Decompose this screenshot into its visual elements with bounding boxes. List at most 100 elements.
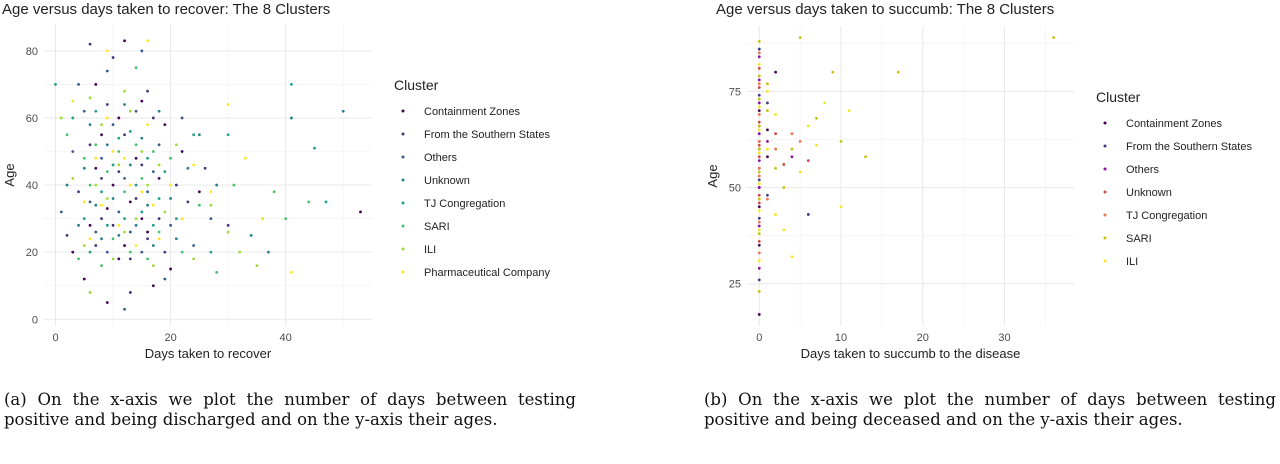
data-point [128, 129, 132, 133]
data-point [203, 166, 207, 170]
data-point [94, 166, 98, 170]
data-point [766, 155, 769, 159]
data-point [174, 217, 178, 221]
data-point [157, 176, 161, 180]
chart-title: Age versus days taken to recover: The 8 … [2, 1, 330, 18]
data-point [151, 170, 155, 174]
data-point [896, 70, 900, 74]
data-point [163, 170, 167, 174]
data-point [757, 109, 761, 113]
data-point [757, 82, 761, 86]
data-point [71, 176, 75, 180]
data-point [766, 139, 769, 143]
data-point [766, 147, 769, 151]
legend-key [1103, 236, 1107, 240]
data-point [140, 99, 144, 103]
data-point [249, 234, 253, 237]
data-point [290, 270, 293, 274]
data-point [59, 116, 63, 120]
data-point [806, 124, 810, 128]
data-point [823, 101, 827, 105]
data-point [100, 203, 103, 207]
data-point [798, 170, 802, 174]
data-point [180, 250, 184, 254]
data-point [117, 223, 121, 227]
data-point [151, 150, 155, 153]
data-point [806, 159, 810, 163]
legend-key [1103, 121, 1107, 125]
data-point [757, 266, 761, 270]
data-point [757, 170, 761, 174]
data-point [290, 116, 293, 120]
data-point [757, 224, 761, 228]
data-point [766, 82, 769, 86]
data-point [140, 136, 144, 140]
data-point [123, 230, 126, 234]
data-point [123, 190, 126, 194]
data-point [766, 193, 769, 197]
data-point [766, 197, 769, 201]
data-point [790, 147, 794, 151]
data-point [757, 228, 761, 232]
data-point [123, 176, 126, 180]
data-point [88, 237, 92, 241]
data-point [134, 156, 138, 160]
data-point [757, 220, 761, 224]
data-point [134, 66, 138, 70]
data-point [782, 186, 786, 189]
data-point [757, 151, 761, 155]
legend-item-label: TJ Congregation [424, 198, 505, 210]
data-point [123, 307, 126, 311]
data-point [100, 156, 103, 160]
data-point [766, 109, 769, 113]
data-point [215, 270, 219, 274]
data-point [100, 217, 103, 221]
data-point [757, 209, 761, 213]
data-point [290, 83, 293, 86]
data-point [77, 83, 80, 86]
data-point [151, 264, 155, 267]
data-point [128, 250, 132, 254]
legend-item-label: TJ Congregation [1126, 210, 1207, 222]
data-point [757, 93, 761, 97]
data-point [774, 213, 778, 216]
data-point [226, 133, 230, 137]
data-point [140, 190, 144, 194]
caption-b: (b) On the x-axis we plot the number of … [704, 390, 1276, 429]
data-point [757, 197, 761, 201]
data-point [111, 257, 115, 261]
data-point [100, 237, 103, 241]
legend-key [401, 155, 405, 159]
data-point [757, 143, 761, 147]
data-point [123, 89, 126, 93]
data-point [757, 166, 761, 170]
data-point [59, 210, 63, 214]
data-point [105, 250, 109, 254]
legend-key [401, 201, 405, 205]
data-point [174, 183, 178, 187]
data-point [180, 150, 184, 153]
data-point [272, 190, 276, 194]
data-point [831, 70, 835, 74]
data-point [88, 183, 92, 187]
data-point [757, 278, 761, 282]
data-point [226, 230, 230, 234]
data-point [757, 159, 761, 163]
data-point [774, 166, 778, 170]
data-point [88, 96, 92, 100]
data-point [815, 143, 818, 147]
data-point [146, 156, 149, 160]
data-point [341, 109, 345, 113]
data-point [169, 267, 172, 271]
data-point [186, 200, 190, 204]
data-point [757, 47, 761, 51]
data-point [111, 223, 115, 227]
data-point [839, 139, 843, 143]
data-point [757, 120, 761, 124]
data-point [140, 210, 144, 214]
data-point [798, 36, 802, 39]
data-point [766, 128, 769, 132]
data-point [105, 207, 109, 210]
data-point [244, 156, 247, 160]
data-point [757, 78, 761, 82]
